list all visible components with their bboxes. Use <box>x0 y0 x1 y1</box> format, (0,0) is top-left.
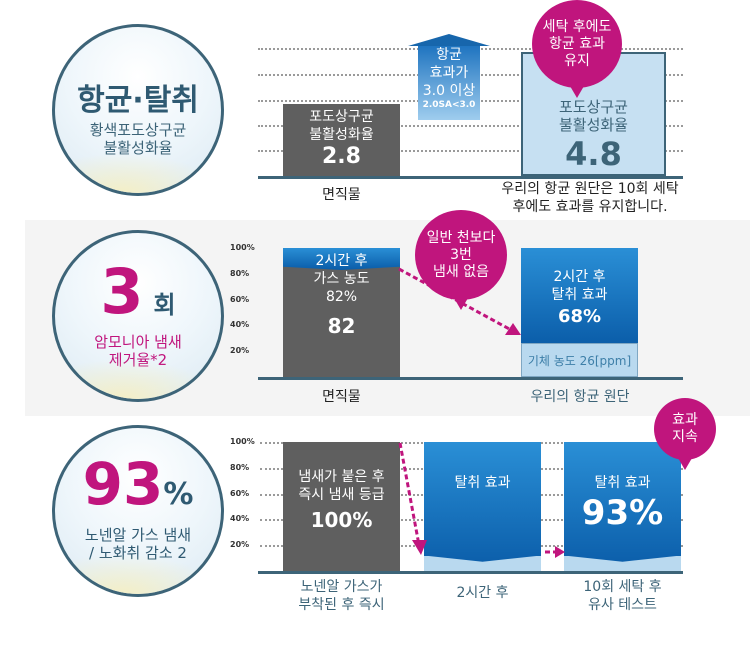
bar-text: 탈취 효과 <box>454 475 511 491</box>
category-line: 유사 테스트 <box>588 597 657 613</box>
bubble-text: 일반 천보다 <box>426 229 496 246</box>
bar-after-10-washes: 탈취 효과 93% <box>564 442 681 571</box>
bar-text: 가스 농도 <box>313 271 370 287</box>
bubble-text: 3번 <box>450 246 472 263</box>
bubble-text: 유지 <box>564 52 590 69</box>
callout-bubble: 효과 지속 <box>654 398 716 470</box>
category-label: 노넨알 가스가 부착된 후 즉시 <box>270 578 413 614</box>
circle-subtitle: 암모니아 냄새 <box>94 333 182 351</box>
nonenal-circle: 93% 노넨알 가스 냄새 / 노화취 감소 2 <box>52 425 224 597</box>
dotted-arrow-icon <box>398 442 565 558</box>
category-label: 2시간 후 <box>456 585 509 601</box>
bar-remaining: 기체 농도 26[ppm] <box>521 343 638 377</box>
bar-value: 68% <box>557 306 602 327</box>
circle-subtitle: 불활성화율 <box>103 139 173 157</box>
circle-glow <box>55 359 221 399</box>
circle-number: 3 <box>100 255 144 328</box>
caption: 우리의 항균 원단은 10회 세탁 후에도 효과를 유지합니다. <box>480 180 700 216</box>
y-tick-label: 20% <box>230 540 250 550</box>
y-tick-label: 20% <box>230 346 250 356</box>
bar-value: 100% <box>310 508 373 532</box>
baseline <box>258 176 683 179</box>
arrow-text: 2.0SA<3.0 <box>422 100 476 110</box>
category-line: 노넨알 가스가 <box>300 579 383 595</box>
bar-cotton: 포도상구균 불활성화율 2.8 <box>283 103 400 176</box>
gridline <box>258 150 683 152</box>
bar-value: 4.8 <box>565 135 622 173</box>
bar-text: 불활성화율 <box>309 126 374 143</box>
bar-text: 포도상구균 <box>309 108 374 125</box>
bar-immediate: 냄새가 붙은 후 즉시 냄새 등급 100% <box>283 442 400 571</box>
circle-subtitle: 노넨알 가스 냄새 <box>84 526 192 544</box>
bar-remaining <box>564 555 681 571</box>
bubble-text: 효과 <box>672 412 698 428</box>
bubble-text: 항균 효과 <box>549 35 605 52</box>
circle-glow <box>55 153 221 193</box>
circle-title: 항균·탈취 <box>77 83 199 118</box>
bar-text: 탈취 효과 <box>551 287 608 303</box>
ammonia-circle: 3회 암모니아 냄새 제거율*2 <box>52 230 224 402</box>
bar-text: 즉시 냄새 등급 <box>298 487 385 503</box>
callout-bubble: 일반 천보다 3번 냄새 없음 <box>415 210 507 310</box>
bar-text: 포도상구균 <box>558 98 628 116</box>
bar-deodorized: 2시간 후 탈취 효과 68% <box>521 248 638 348</box>
y-tick-label: 100% <box>230 243 255 252</box>
circle-unit: % <box>163 477 194 512</box>
y-tick-label: 60% <box>230 488 250 498</box>
bar-value: 2.8 <box>322 143 361 169</box>
y-tick-label: 80% <box>230 462 250 472</box>
bar-value: 82 <box>327 314 356 338</box>
category-label: 우리의 항균 원단 <box>530 389 630 405</box>
gridline <box>258 125 683 127</box>
bar-2-hours: 탈취 효과 <box>424 442 541 571</box>
y-tick-label: 60% <box>230 294 250 304</box>
bar-our-fabric: 2시간 후 탈취 효과 68% 기체 농도 26[ppm] <box>521 248 638 377</box>
category-line: 10회 세탁 후 <box>583 579 662 595</box>
circle-number: 93 <box>82 450 164 518</box>
circle-glow <box>55 554 221 594</box>
caption-line: 우리의 항균 원단은 10회 세탁 <box>501 181 679 197</box>
bubble-text: 세탁 후에도 <box>542 18 612 35</box>
bar-remaining <box>424 555 541 571</box>
arrow-text: 항균 <box>436 47 462 63</box>
caption-line: 후에도 효과를 유지합니다. <box>512 199 668 215</box>
arrow-text: 3.0 이상 <box>422 83 476 99</box>
baseline <box>258 571 683 574</box>
bar-value: 93% <box>581 493 664 533</box>
bubble-text: 냄새 없음 <box>433 263 489 280</box>
antibacterial-circle: 항균·탈취 황색포도상구균 불활성화율 <box>52 24 224 196</box>
circle-unit: 회 <box>153 291 176 319</box>
category-label: 10회 세탁 후 유사 테스트 <box>554 578 691 614</box>
y-tick-label: 40% <box>230 514 250 524</box>
category-label: 면직물 <box>322 389 361 405</box>
bar-text: 불활성화율 <box>558 116 628 134</box>
bar-text: 2시간 후 <box>315 253 368 269</box>
y-tick-label: 80% <box>230 268 250 278</box>
baseline <box>258 377 683 380</box>
bar-text: 2시간 후 <box>553 269 606 285</box>
bar-text: 냄새가 붙은 후 <box>298 469 385 485</box>
category-line: 부착된 후 즉시 <box>298 597 385 613</box>
y-tick-label: 100% <box>230 437 255 446</box>
category-label: 면직물 <box>322 187 361 203</box>
arrow-text: 효과가 <box>429 65 469 81</box>
y-tick-label: 40% <box>230 320 250 330</box>
bar-text: 82% <box>325 289 358 305</box>
circle-subtitle: 황색포도상구균 <box>89 121 187 139</box>
bar-text: 탈취 효과 <box>594 475 651 491</box>
bubble-text: 지속 <box>672 429 698 445</box>
arrow-up-icon: 항균 효과가 3.0 이상 2.0SA<3.0 <box>408 34 490 120</box>
callout-bubble: 세탁 후에도 항균 효과 유지 <box>532 0 622 98</box>
bar-cotton: 2시간 후 가스 농도 82% 82 <box>283 248 400 377</box>
